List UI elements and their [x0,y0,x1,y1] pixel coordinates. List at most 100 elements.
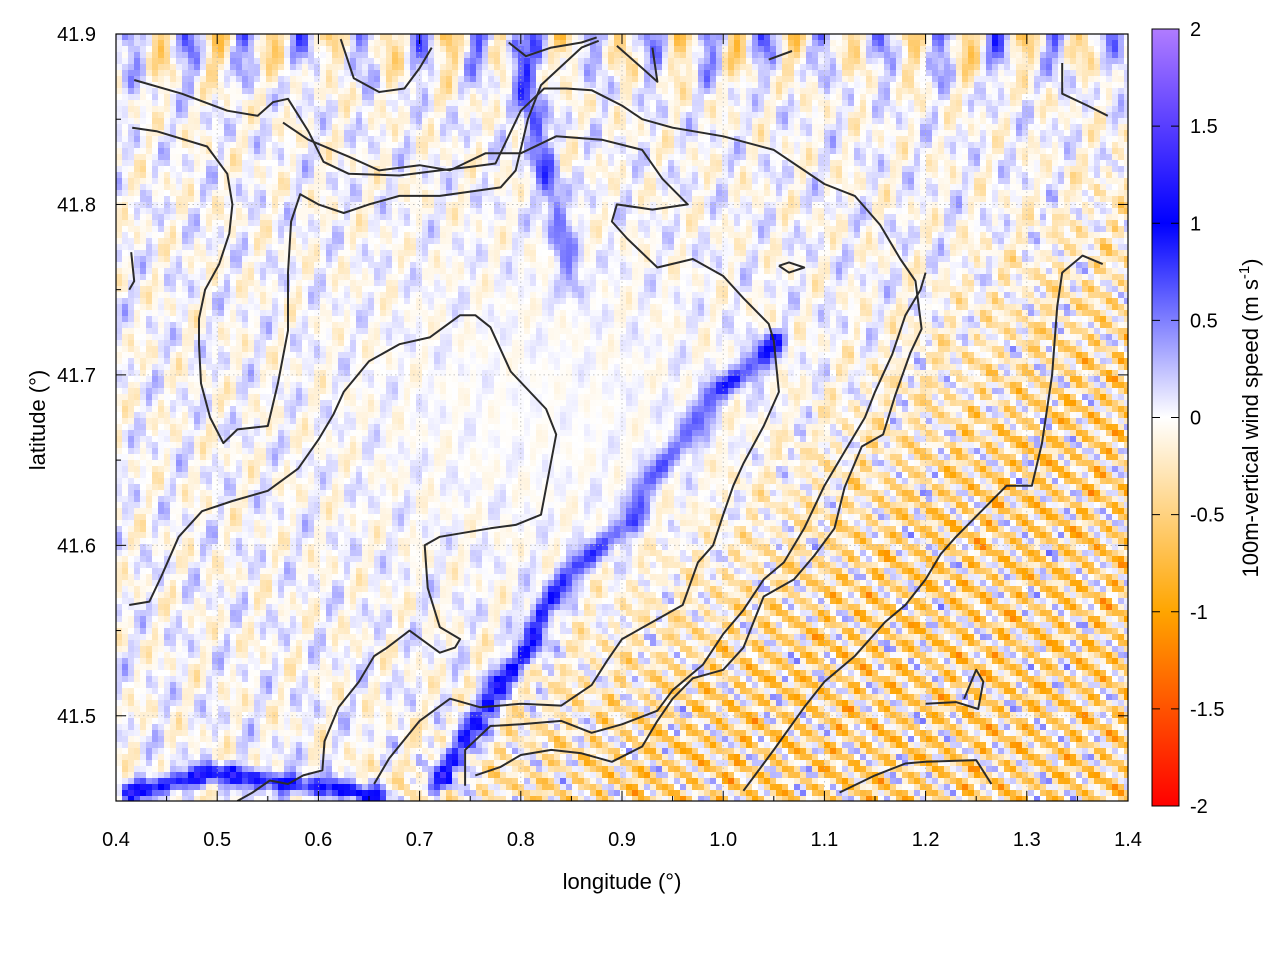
heatmap-cell [1124,88,1128,95]
heatmap-cell [608,40,615,47]
heatmap-cell [164,148,171,155]
heatmap-cell [230,70,237,77]
heatmap-cell [302,64,309,71]
heatmap-cell [998,190,1005,197]
heatmap-cell [572,124,579,131]
heatmap-cell [1124,166,1128,173]
heatmap-cell [1028,34,1035,41]
heatmap-cell [836,196,843,203]
heatmap-cell [248,58,255,65]
heatmap-cell [200,46,207,53]
heatmap-cell [956,112,963,119]
heatmap-cell [644,112,651,119]
heatmap-cell [662,172,669,179]
heatmap-cell [878,82,885,89]
heatmap-cell [896,118,903,125]
heatmap-cell [308,190,315,197]
heatmap-cell [434,142,441,149]
heatmap-cell [1046,46,1053,53]
heatmap-cell [908,172,915,179]
heatmap-cell [188,88,195,95]
heatmap-cell [1124,160,1128,167]
heatmap-cell [326,196,333,203]
heatmap-cell [578,70,585,77]
heatmap-cell [848,202,855,209]
heatmap-cell [1010,148,1017,155]
heatmap-cell [1118,172,1125,179]
heatmap-cell [794,88,801,95]
heatmap-cell [908,130,915,137]
heatmap-cell [992,88,999,95]
heatmap-cell [128,172,135,179]
heatmap-cell [326,52,333,59]
heatmap-cell [1004,100,1011,107]
heatmap-cell [1022,130,1029,137]
heatmap-cell [152,148,159,155]
heatmap-cell [362,118,369,125]
heatmap-cell [320,76,327,83]
heatmap-cell [536,160,543,167]
heatmap-cell [368,76,375,83]
heatmap-cell [332,196,339,203]
heatmap-cell [128,76,135,83]
heatmap-cell [938,172,945,179]
heatmap-cell [836,76,843,83]
heatmap-cell [536,76,543,83]
heatmap-cell [302,94,309,101]
heatmap-cell [146,112,153,119]
heatmap-cell [716,130,723,137]
heatmap-cell [236,64,243,71]
heatmap-cell [1118,94,1125,101]
heatmap-cell [428,124,435,131]
heatmap-cell [836,58,843,65]
heatmap-cell [380,52,387,59]
heatmap-cell [458,94,465,101]
heatmap-cell [770,118,777,125]
heatmap-cell [728,82,735,89]
heatmap-cell [440,178,447,185]
heatmap-cell [758,190,765,197]
heatmap-cell [512,148,519,155]
heatmap-cell [830,136,837,143]
heatmap-cell [722,136,729,143]
heatmap-cell [758,70,765,77]
heatmap-cell [1100,88,1107,95]
heatmap-cell [650,124,657,131]
heatmap-cell [734,202,741,209]
heatmap-cell [350,202,357,209]
heatmap-cell [656,208,663,215]
heatmap-cell [908,58,915,65]
heatmap-cell [656,130,663,137]
heatmap-cell [986,34,993,41]
heatmap-cell [842,40,849,47]
heatmap-cell [584,112,591,119]
heatmap-cell [296,202,303,209]
heatmap-cell [698,82,705,89]
heatmap-cell [206,148,213,155]
heatmap-cell [476,124,483,131]
heatmap-cell [542,178,549,185]
heatmap-cell [1016,58,1023,65]
heatmap-cell [572,46,579,53]
heatmap-cell [692,166,699,173]
heatmap-cell [836,148,843,155]
heatmap-cell [650,160,657,167]
heatmap-cell [590,34,597,41]
heatmap-cell [188,136,195,143]
heatmap-cell [230,106,237,113]
heatmap-cell [758,94,765,101]
heatmap-cell [602,184,609,191]
heatmap-cell [152,58,159,65]
heatmap-cell [302,202,309,209]
heatmap-cell [368,100,375,107]
heatmap-cell [302,58,309,65]
heatmap-cell [938,34,945,41]
heatmap-cell [140,148,147,155]
heatmap-cell [254,46,261,53]
heatmap-cell [950,94,957,101]
heatmap-cell [572,118,579,125]
heatmap-cell [194,178,201,185]
heatmap-cell [176,46,183,53]
heatmap-cell [644,100,651,107]
heatmap-cell [710,202,717,209]
